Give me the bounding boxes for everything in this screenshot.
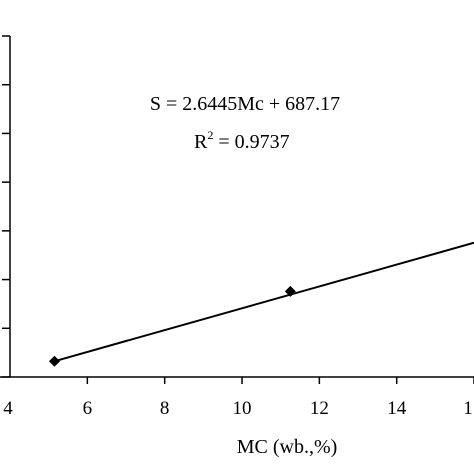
x-tick-label: 12 bbox=[310, 398, 329, 419]
x-tick-labels: 4 6 8 10 12 14 1 bbox=[3, 398, 473, 419]
x-axis-title: MC (wb.,%) bbox=[237, 436, 338, 458]
r-squared-label: R bbox=[194, 131, 208, 153]
data-point bbox=[48, 355, 60, 367]
axes bbox=[0, 36, 474, 378]
r-squared-value: = 0.9737 bbox=[213, 131, 289, 153]
x-tick-label: 10 bbox=[233, 398, 252, 419]
trendline-group bbox=[52, 241, 474, 363]
x-tick-label: 1 bbox=[463, 398, 473, 419]
data-point bbox=[284, 285, 296, 297]
trendline bbox=[52, 241, 474, 363]
x-tick-label: 6 bbox=[83, 398, 93, 419]
x-tick-label: 8 bbox=[160, 398, 170, 419]
r-squared-annotation: R2 = 0.9737 bbox=[194, 128, 290, 153]
x-tick-label: 4 bbox=[3, 398, 13, 419]
data-points bbox=[48, 285, 296, 367]
equation-annotation: S = 2.6445Mc + 687.17 bbox=[150, 93, 340, 115]
tick-marks bbox=[2, 35, 474, 384]
r-squared-exponent: 2 bbox=[207, 128, 213, 142]
x-tick-label: 14 bbox=[387, 398, 407, 419]
